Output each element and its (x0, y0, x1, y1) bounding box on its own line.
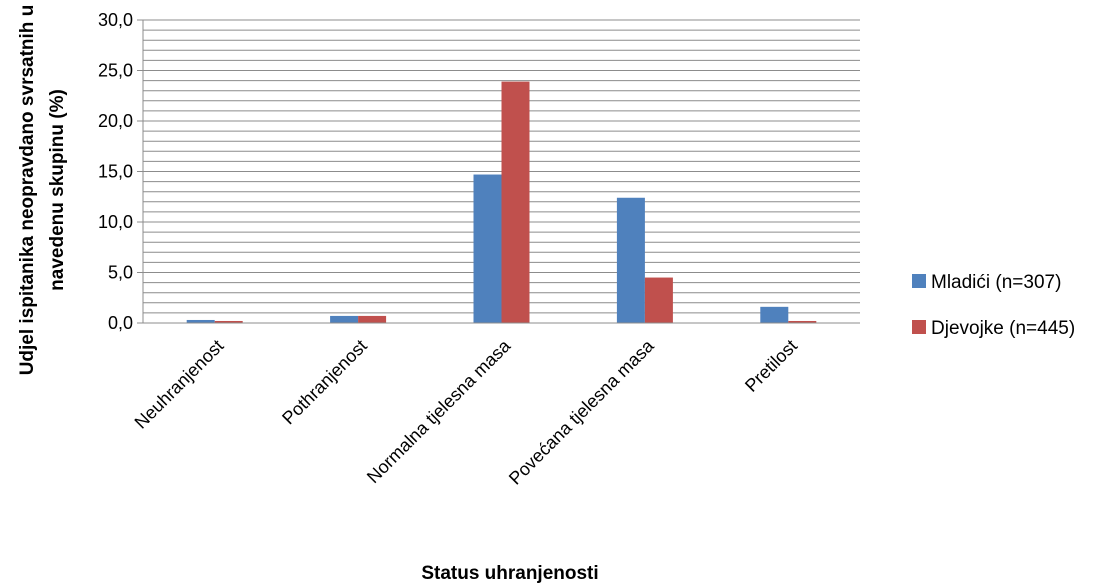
bar-mladici-2 (473, 174, 502, 323)
bar-djevojke-3 (644, 277, 673, 323)
bar-mladici-0 (186, 319, 215, 323)
x-category-label: Neuhranjenost (131, 336, 228, 433)
y-tick-label: 25,0 (98, 61, 133, 81)
y-axis-title-line-2: navedenu skupinu (%) (47, 89, 68, 291)
legend-label-mladici: Mladići (n=307) (931, 272, 1061, 293)
bar-djevojke-4 (788, 320, 817, 323)
x-category-label: Pothranjenost (278, 336, 371, 429)
bar-mladici-4 (760, 306, 789, 323)
y-tick-label: 10,0 (98, 212, 133, 232)
bar-djevojke-0 (214, 320, 243, 323)
y-tick-label: 5,0 (108, 263, 133, 283)
bars (186, 81, 817, 323)
legend-swatch-djevojke (912, 320, 926, 334)
legend-label-djevojke: Djevojke (n=445) (931, 318, 1075, 339)
bar-mladici-1 (330, 315, 359, 323)
y-axis-title: Udjel ispitanika neopravdano svrsatnih u… (17, 5, 68, 376)
legend: Mladići (n=307) Djevojke (n=445) (912, 272, 1075, 339)
y-tick-label: 0,0 (108, 313, 133, 333)
x-axis-title: Status uhranjenosti (421, 563, 598, 584)
legend-swatch-mladici (912, 274, 926, 288)
y-axis-title-line-1: Udjel ispitanika neopravdano svrsatnih u (17, 5, 38, 376)
bar-djevojke-2 (501, 81, 530, 323)
y-tick-label: 30,0 (98, 10, 133, 30)
x-category-label: Normalna tjelesna masa (363, 335, 515, 487)
bar-mladici-3 (616, 197, 645, 323)
y-axis-ticks: 0,0 5,0 10,0 15,0 20,0 25,0 30,0 (98, 10, 143, 333)
x-category-label: Povećana tjelesna masa (505, 335, 659, 489)
y-tick-label: 20,0 (98, 111, 133, 131)
y-tick-label: 15,0 (98, 162, 133, 182)
bar-djevojke-1 (358, 315, 387, 323)
x-category-label: Pretilost (741, 336, 801, 396)
